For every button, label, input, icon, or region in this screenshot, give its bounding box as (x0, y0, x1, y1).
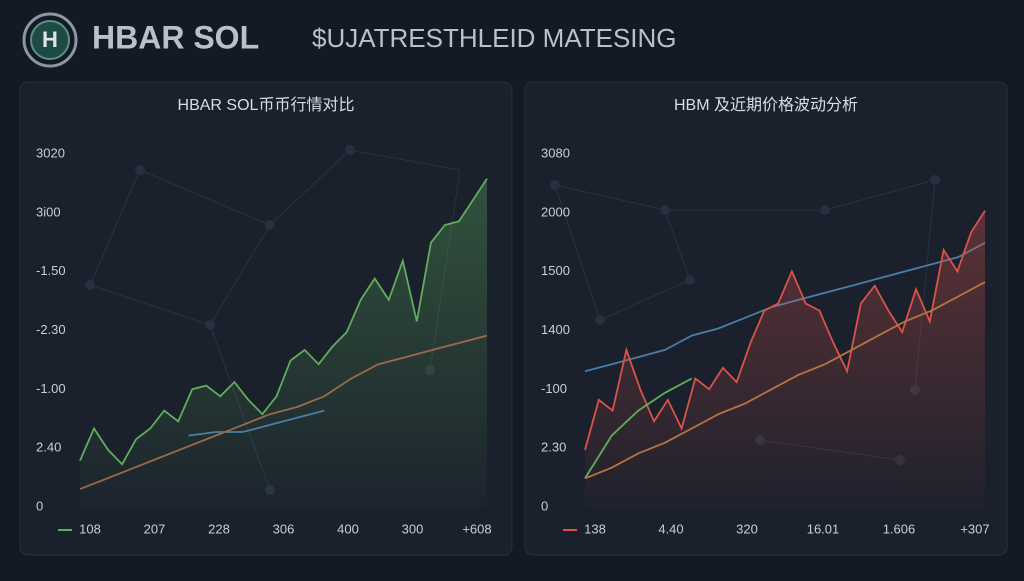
x-tick-label: 306 (273, 521, 295, 536)
x-tick-label: 1.606 (883, 521, 916, 536)
y-tick-label: -1.50 (36, 263, 66, 278)
x-tick-label: 400 (337, 521, 359, 536)
y-tick-label: -1.00 (36, 381, 66, 396)
y-tick-label: 2.30 (541, 440, 566, 455)
logo-ring (22, 12, 78, 68)
y-tick-label: 3i00 (36, 204, 61, 219)
y-tick-label: 2000 (541, 204, 570, 219)
series-line (584, 210, 986, 451)
x-tick-label: 228 (208, 521, 230, 536)
series-line (584, 281, 986, 480)
x-tick-label: 4.40 (658, 521, 683, 536)
y-tick-label: 3020 (36, 145, 65, 160)
y-tick-label: 0 (36, 498, 43, 513)
x-tick-label: 16.01 (807, 521, 840, 536)
x-tick-label: +608 (462, 521, 491, 536)
series-line (188, 409, 325, 437)
series-line (79, 334, 488, 490)
x-tick-label: 320 (736, 521, 758, 536)
chart-title: HBM 及近期价格波动分析 (674, 96, 858, 114)
area (80, 178, 487, 507)
y-tick-label: 0 (541, 498, 548, 513)
x-tick-label: 207 (144, 521, 166, 536)
x-tick-label: +307 (960, 521, 989, 536)
x-tick-label: 138 (584, 521, 606, 536)
chart-title: HBAR SOL币币行情对比 (178, 96, 355, 114)
app-title: HBAR SOL (92, 19, 259, 55)
y-tick-label: 3080 (541, 145, 570, 160)
x-tick-label: 300 (402, 521, 424, 536)
y-tick-label: -100 (541, 381, 567, 396)
y-tick-label: 1500 (541, 263, 570, 278)
x-tick-label: 108 (79, 521, 101, 536)
logo-letter: H (42, 27, 58, 52)
app-subtitle: $UJATRESTHLEID MATESING (312, 23, 677, 53)
y-tick-label: -2.30 (36, 322, 66, 337)
y-tick-label: 1400 (541, 322, 570, 337)
logo-core (30, 20, 70, 60)
series-line (79, 178, 488, 466)
series-line (584, 377, 693, 479)
y-tick-label: 2.40 (36, 440, 61, 455)
